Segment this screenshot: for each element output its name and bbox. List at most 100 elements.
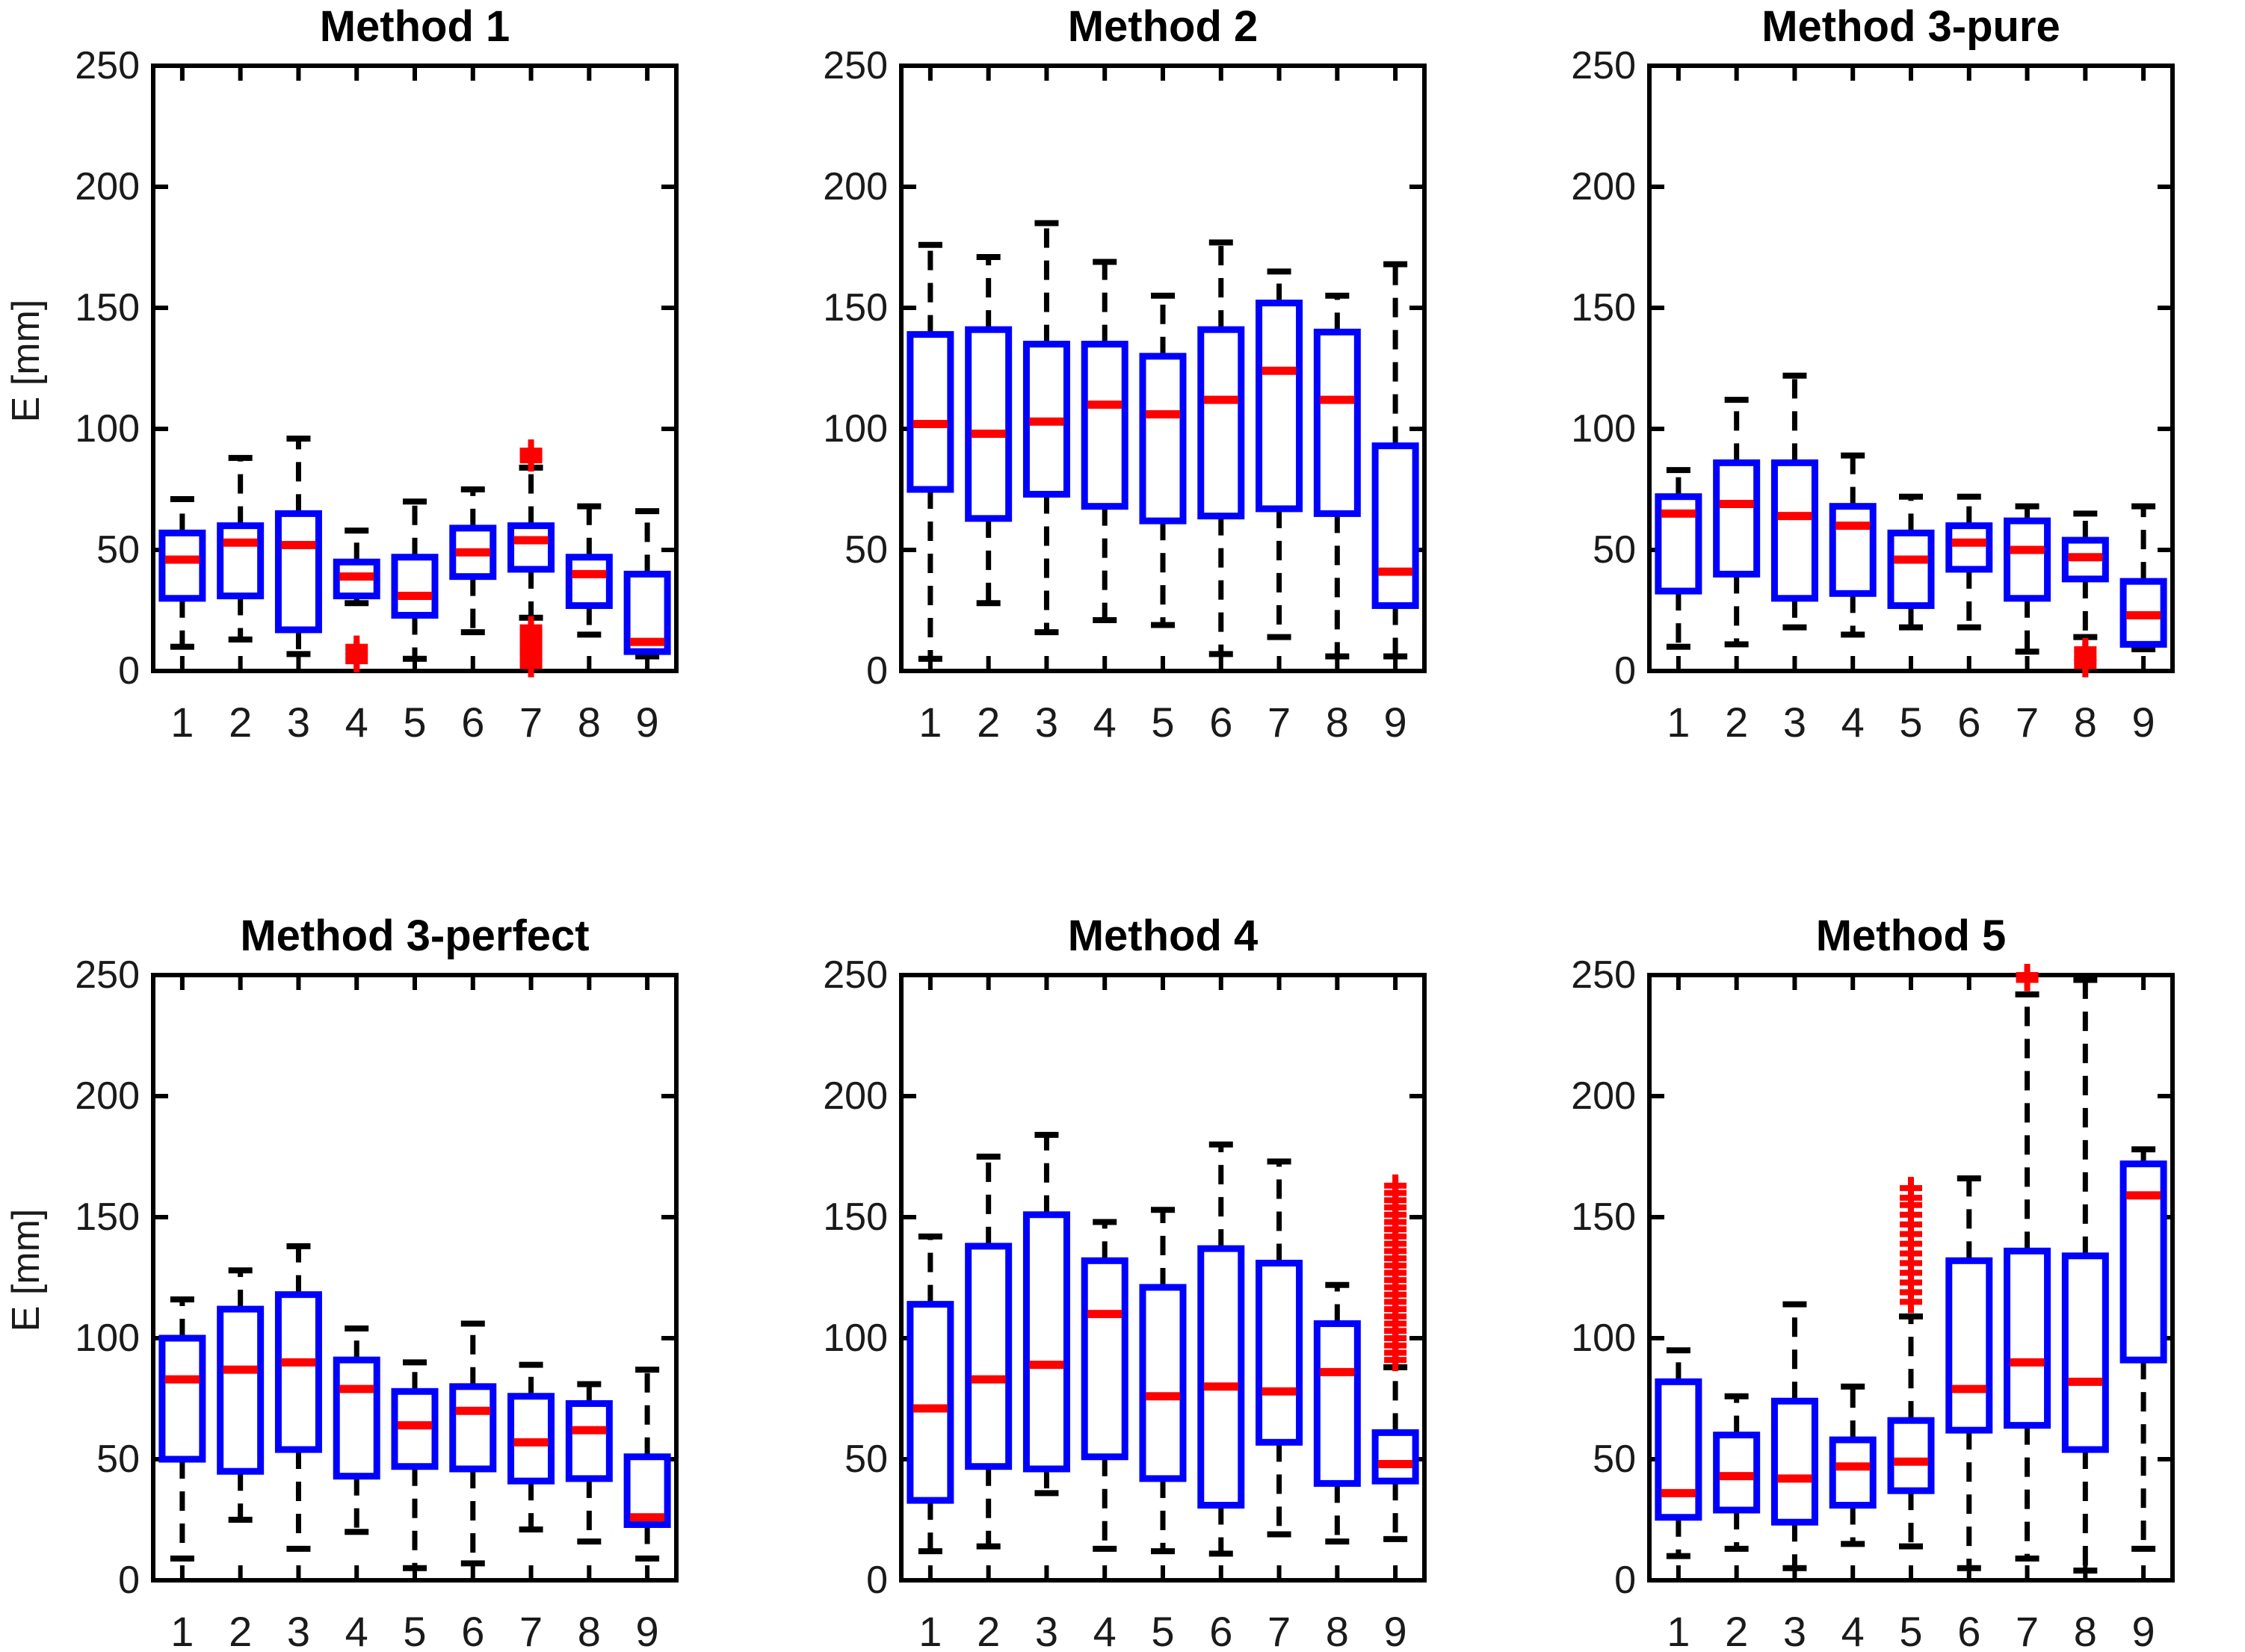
x-tick-label: 9 [636,1608,659,1651]
y-tick-label: 0 [118,649,140,693]
iqr-box [1197,326,1245,520]
box-group [1945,1175,1993,1571]
iqr-box [449,1383,497,1473]
box-group [1770,1301,1818,1571]
y-tick-label: 250 [75,44,140,87]
x-tick-label: 4 [1093,1608,1117,1651]
x-tick-label: 8 [1326,1608,1349,1651]
x-tick-label: 9 [1384,699,1407,746]
y-tick-label: 200 [75,1074,140,1118]
y-tick-label: 200 [823,1074,888,1118]
x-tick-label: 8 [2074,699,2097,746]
x-tick-label: 5 [1899,1608,1922,1651]
y-tick-label: 100 [1571,1317,1636,1360]
panel-method-3-perfect: Method 3-perfect E [mm] 0 50 100 150 200 250 1 2 3… [0,826,748,1651]
iqr-box [907,1301,954,1504]
chart-method-5: Method 5 0 50 100 150 200 250 1 2 3 4 5 6 7 8 9 [1571,912,2175,1651]
iqr-box [1139,1284,1187,1482]
box-group [623,1367,671,1562]
iqr-box [1371,1429,1419,1485]
iqr-box [907,331,954,493]
box-group [1313,1281,1361,1545]
y-tick-label: 50 [1593,1438,1636,1481]
iqr-box [2004,517,2051,602]
iqr-box [1081,341,1128,510]
y-tick-label: 0 [118,1559,140,1602]
panel-method-4: Method 4 0 50 100 150 200 250 1 2 3 4 5 6 7 8 9 [748,826,1496,1651]
box-group [158,495,206,650]
box-group [907,1233,954,1555]
x-tick-label: 7 [519,699,543,746]
box-group [1713,1393,1761,1552]
box-group [217,454,265,643]
x-tick-label: 5 [1151,699,1174,746]
x-tick-label: 1 [170,699,194,746]
iqr-box [1022,1211,1070,1473]
iqr-box [1770,459,1818,602]
y-tick-label: 0 [1614,649,1636,693]
x-tick-label: 9 [1384,1608,1407,1651]
box-group [965,253,1013,607]
y-tick-label: 100 [823,1317,888,1360]
x-tick-label: 7 [1267,699,1291,746]
x-tick-label: 6 [1957,699,1980,746]
x-tick-label: 9 [636,699,659,746]
box-group [1022,220,1070,636]
box-group [2119,503,2167,652]
box-group [1371,261,1419,660]
box-group [565,503,613,638]
y-tick-label: 150 [823,286,888,330]
x-tick-label: 5 [1899,699,1922,746]
x-tick-label: 2 [977,699,1000,746]
panel-title: Method 2 [1068,2,1259,51]
box-group [507,439,555,678]
iqr-box [274,510,322,634]
box-group [2004,503,2051,655]
y-tick-label: 0 [866,1559,888,1602]
box-group [1197,1141,1245,1557]
y-tick-label: 0 [866,649,888,693]
x-tick-label: 7 [519,1608,543,1651]
y-tick-label: 250 [823,953,888,997]
box-group [1713,397,1761,648]
x-tick-label: 4 [345,1608,368,1651]
chart-method-4: Method 4 0 50 100 150 200 250 1 2 3 4 5 6 7 8 9 [823,912,1427,1651]
x-tick-label: 8 [578,699,601,746]
chart-method-3-perfect: Method 3-perfect E [mm] 0 50 100 150 200 250 1 2 3… [4,912,679,1651]
iqr-box [217,1305,265,1475]
iqr-box [2061,1252,2109,1453]
box-group [1197,239,1245,658]
x-tick-label: 2 [1725,1608,1748,1651]
x-tick-label: 2 [977,1608,1000,1651]
iqr-box [1713,459,1761,578]
panel-title: Method 1 [320,2,510,51]
x-tick-label: 8 [1326,699,1349,746]
iqr-box [1256,300,1303,513]
iqr-box [965,326,1013,522]
panel-method-5: Method 5 0 50 100 150 200 250 1 2 3 4 5 6 7 8 9 [1496,826,2244,1651]
axis-frame [151,973,679,1583]
chart-method-3-pure: Method 3-pure 0 50 100 150 200 250 1 2 3 4 5 6 7 8 9 [1571,2,2175,746]
box-group [1945,493,1993,631]
box-group [1313,292,1361,660]
box-group [391,1359,439,1571]
panel-method-2: Method 2 0 50 100 150 200 250 1 2 3 4 5 6 7 8 9 [748,0,1496,826]
x-tick-label: 4 [1841,1608,1865,1651]
y-tick-label: 100 [75,1317,140,1360]
y-axis-label: E [mm] [4,1209,48,1332]
y-tick-label: 50 [1593,528,1636,572]
box-group [1770,372,1818,631]
iqr-box [1139,353,1187,525]
x-tick-label: 9 [2132,699,2155,746]
box-group [565,1381,613,1545]
y-tick-label: 150 [1571,1195,1636,1239]
y-tick-label: 50 [96,528,140,572]
iqr-box [1829,1436,1877,1509]
y-tick-label: 200 [823,165,888,208]
iqr-box [1887,529,1935,610]
y-tick-label: 50 [844,1438,888,1481]
box-group [1022,1131,1070,1497]
iqr-box [507,522,555,573]
x-tick-label: 5 [403,1608,426,1651]
iqr-box [1256,1260,1303,1446]
